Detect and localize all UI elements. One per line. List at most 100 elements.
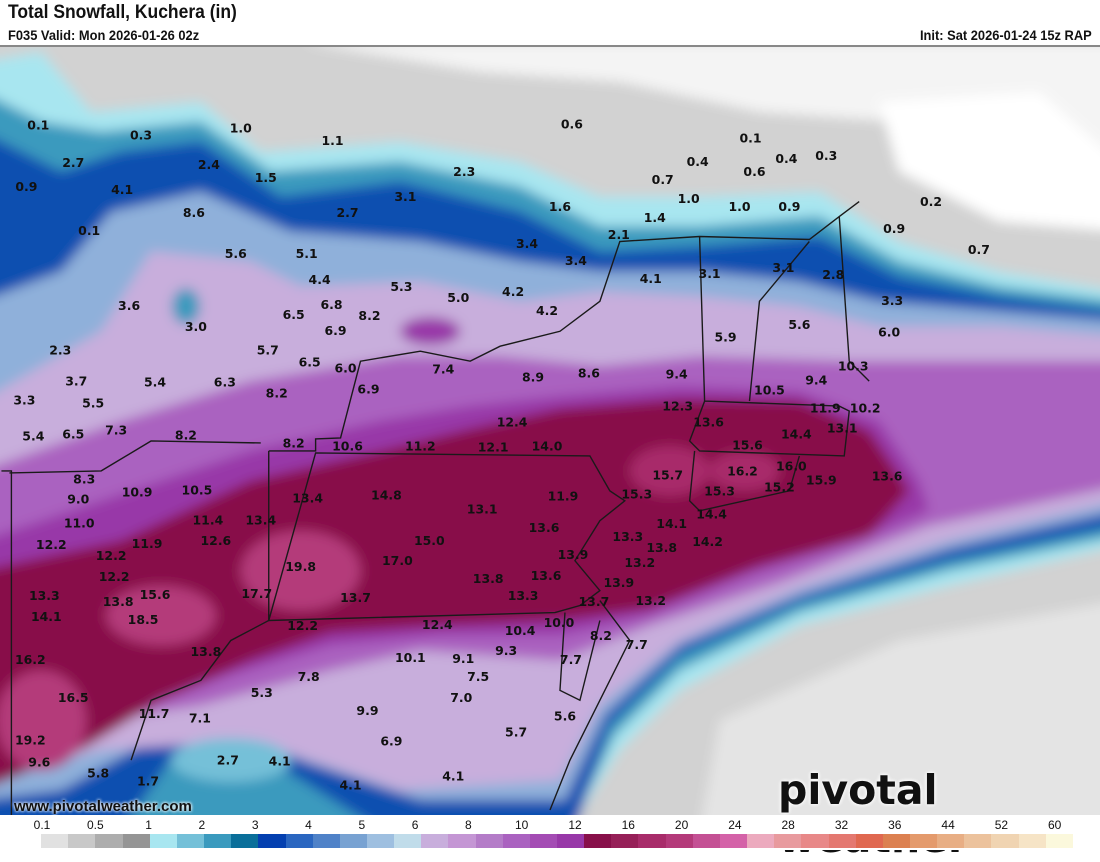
- colorbar-tick-label: 8: [465, 818, 472, 832]
- colorbar-swatch: [529, 834, 558, 848]
- snowfall-value-label: 5.8: [87, 766, 109, 781]
- snowfall-value-label: 10.1: [395, 650, 426, 665]
- snowfall-value-label: 0.9: [15, 179, 37, 194]
- snowfall-value-label: 13.1: [467, 501, 498, 516]
- snowfall-value-label: 14.8: [371, 487, 402, 502]
- snowfall-value-label: 6.5: [283, 307, 305, 322]
- colorbar-tick-label: 1: [145, 818, 152, 832]
- colorbar-swatch: [909, 834, 938, 848]
- snowfall-value-label: 13.1: [827, 421, 858, 436]
- colorbar-tick-label: 3: [251, 818, 259, 832]
- snowfall-value-label: 13.3: [508, 588, 539, 603]
- snowfall-value-label: 11.9: [132, 536, 163, 551]
- snowfall-value-label: 3.6: [118, 298, 140, 313]
- colorbar-swatch: [584, 834, 612, 848]
- colorbar-swatch: [557, 834, 585, 848]
- snowfall-value-label: 6.0: [878, 325, 900, 340]
- colorbar-swatch: [149, 834, 178, 848]
- snowfall-value-label: 4.1: [339, 778, 361, 793]
- snowfall-value-label: 0.1: [27, 117, 49, 132]
- snowfall-value-label: 1.0: [678, 191, 700, 206]
- snowfall-value-label: 5.6: [554, 709, 576, 724]
- colorbar-swatch: [665, 834, 694, 848]
- snowfall-value-label: 12.6: [201, 533, 232, 548]
- valid-time: F035 Valid: Mon 2026-01-26 02z: [8, 27, 200, 43]
- snowfall-value-label: 13.6: [693, 415, 724, 430]
- snowfall-value-label: 14.2: [692, 534, 723, 549]
- colorbar-tick-label: 10: [515, 818, 529, 832]
- snowfall-value-label: 10.0: [544, 615, 575, 630]
- colorbar-swatch: [719, 834, 748, 848]
- snowfall-value-label: 3.1: [394, 189, 416, 204]
- colorbar-tick-label: 16: [621, 818, 635, 832]
- colorbar-swatch: [176, 834, 205, 848]
- snowfall-value-label: 8.2: [358, 308, 380, 323]
- snowfall-value-label: 5.0: [447, 290, 469, 305]
- snowfall-value-label: 10.3: [838, 359, 869, 374]
- snowfall-value-label: 9.4: [805, 373, 827, 388]
- snowfall-value-label: 8.3: [73, 471, 95, 486]
- map-title: Total Snowfall, Kuchera (in): [8, 2, 237, 23]
- snowfall-value-label: 14.1: [31, 609, 62, 624]
- snowfall-value-label: 9.0: [67, 491, 89, 506]
- snowfall-value-label: 13.8: [103, 594, 134, 609]
- snowfall-value-label: 3.1: [699, 266, 721, 281]
- colorbar-swatch: [394, 834, 422, 848]
- snowfall-value-label: 13.6: [531, 568, 562, 583]
- snowfall-value-label: 8.2: [266, 386, 288, 401]
- snowfall-value-label: 13.4: [292, 490, 323, 505]
- snowfall-value-label: 19.8: [285, 559, 316, 574]
- snowfall-value-labels: 0.1 0.3 1.0 0.6 1.1 0.1 0.4 0.4 0.3 2.7 2.4 1.5 2.3 0…: [13, 116, 990, 792]
- colorbar-swatch: [502, 834, 531, 848]
- snowfall-value-label: 10.6: [332, 438, 363, 453]
- snowfall-value-label: 15.3: [621, 486, 652, 501]
- snowfall-value-label: 4.1: [640, 271, 662, 286]
- colorbar-swatch: [68, 834, 96, 848]
- snowfall-value-label: 13.4: [245, 512, 276, 527]
- snowfall-value-label: 18.5: [128, 612, 159, 627]
- snowfall-value-label: 1.6: [549, 199, 571, 214]
- snowfall-value-label: 12.4: [422, 617, 453, 632]
- snowfall-value-label: 2.7: [336, 205, 358, 220]
- snowfall-value-label: 0.4: [687, 154, 709, 169]
- colorbar-tick-label: 28: [781, 818, 795, 832]
- snowfall-value-label: 13.3: [612, 529, 643, 544]
- snowfall-value-label: 3.3: [881, 293, 903, 308]
- snowfall-value-label: 6.9: [357, 382, 379, 397]
- snowfall-value-label: 1.0: [230, 120, 252, 135]
- snowfall-value-label: 5.6: [788, 317, 810, 332]
- snowfall-value-label: 4.2: [536, 303, 558, 318]
- snowfall-value-label: 15.6: [732, 437, 763, 452]
- snowfall-value-label: 2.4: [198, 157, 220, 172]
- colorbar-tick-label: 0.5: [86, 818, 104, 832]
- snowfall-value-label: 12.4: [497, 415, 528, 430]
- snowfall-value-label: 6.8: [321, 297, 343, 312]
- colorbar-tick-label: 12: [568, 818, 582, 832]
- snowfall-value-label: 9.3: [495, 643, 517, 658]
- snowfall-value-label: 0.4: [775, 151, 797, 166]
- snowfall-value-label: 7.8: [298, 669, 320, 684]
- colorbar-swatch: [692, 834, 721, 848]
- snowfall-value-label: 9.1: [452, 651, 474, 666]
- snowfall-value-label: 3.3: [13, 393, 35, 408]
- snowfall-value-label: 8.6: [578, 366, 600, 381]
- snowfall-value-label: 6.9: [380, 734, 402, 749]
- snowfall-value-label: 14.4: [696, 506, 727, 521]
- snowfall-value-label: 5.7: [257, 343, 279, 358]
- snowfall-value-label: 13.2: [624, 555, 655, 570]
- snowfall-value-label: 3.1: [772, 260, 794, 275]
- snowfall-value-label: 6.5: [299, 355, 321, 370]
- snowfall-value-label: 16.2: [727, 463, 758, 478]
- colorbar-swatch: [1018, 834, 1047, 848]
- snowfall-value-label: 11.9: [810, 401, 841, 416]
- snowfall-map: 0.1 0.3 1.0 0.6 1.1 0.1 0.4 0.4 0.3 2.7 2.4 1.5 2.3 0…: [0, 45, 1100, 815]
- snowfall-value-label: 3.0: [185, 319, 207, 334]
- colorbar-swatch: [964, 834, 992, 848]
- snowfall-value-label: 4.1: [269, 754, 291, 769]
- snowfall-value-label: 1.7: [137, 774, 159, 789]
- snowfall-value-label: 0.9: [883, 221, 905, 236]
- snowfall-value-label: 5.3: [390, 279, 412, 294]
- snowfall-value-label: 19.2: [15, 733, 46, 748]
- snowfall-value-label: 3.4: [516, 236, 538, 251]
- snowfall-value-label: 2.3: [49, 343, 71, 358]
